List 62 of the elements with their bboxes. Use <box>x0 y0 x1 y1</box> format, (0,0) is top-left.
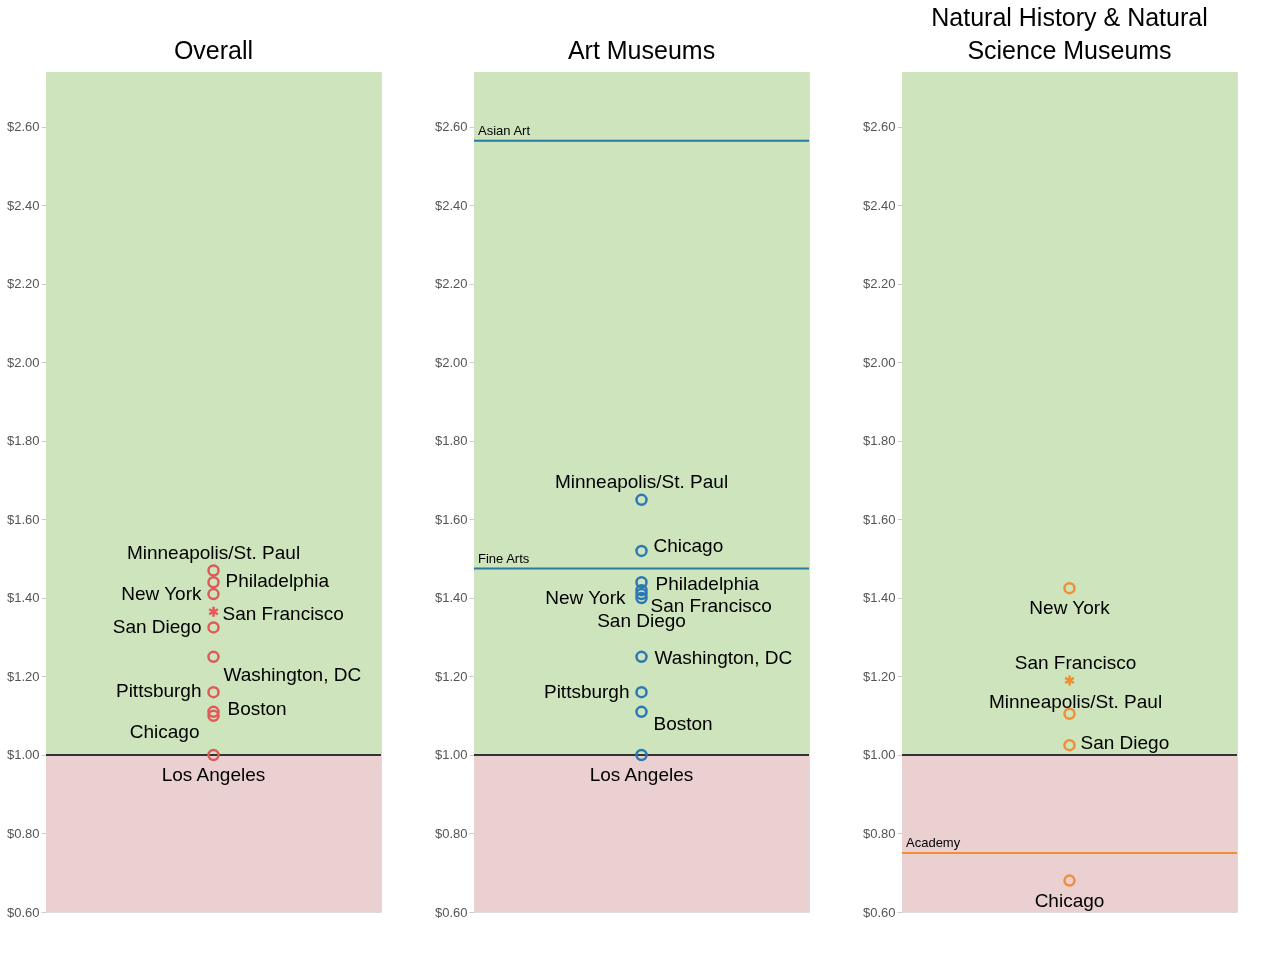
series-label: Minneapolis/St. Paul <box>988 690 1163 712</box>
y-tick-label: $1.00 <box>862 747 896 763</box>
series-label: Los Angeles <box>589 763 694 785</box>
series-label: Philadelphia <box>225 570 330 592</box>
series-label: San Diego <box>1080 732 1170 754</box>
y-tick-label: $2.40 <box>434 197 468 213</box>
y-tick-label: $1.40 <box>862 590 896 606</box>
series-label: New York <box>1029 597 1111 619</box>
series-label: Boston <box>653 712 713 734</box>
y-tick-label: $0.80 <box>862 826 896 841</box>
y-tick-label: $1.20 <box>434 668 468 684</box>
ref-line-label: Asian Art <box>478 122 531 138</box>
series-label: Boston <box>227 697 287 719</box>
y-tick-label: $2.00 <box>434 354 468 370</box>
y-tick-label: $2.20 <box>862 276 896 292</box>
y-tick-label: $2.00 <box>862 354 896 370</box>
series-label: Pittsburgh <box>115 680 202 702</box>
y-tick-label: $1.20 <box>862 668 896 684</box>
y-tick-label: $0.60 <box>6 904 40 920</box>
y-tick-label: $2.60 <box>862 119 896 135</box>
y-tick-label: $1.60 <box>862 511 896 527</box>
y-tick-label: $1.80 <box>434 433 468 449</box>
series-label: San Diego <box>112 616 202 638</box>
y-tick-label: $2.20 <box>6 276 40 292</box>
series-label: New York <box>545 587 626 609</box>
series-label: Chicago <box>1034 889 1105 911</box>
y-tick-label: $1.80 <box>862 433 896 449</box>
ref-line-label: Fine Arts <box>478 550 530 566</box>
y-tick-label: $0.80 <box>6 826 40 841</box>
y-tick-label: $1.00 <box>434 747 468 763</box>
chart-title: Natural History & Natural Science Museums <box>931 3 1208 64</box>
y-tick-label: $2.20 <box>434 276 468 292</box>
series-label: San Francisco <box>222 602 344 624</box>
series-label: Washington, DC <box>654 646 793 668</box>
y-tick-label: $2.60 <box>6 119 40 135</box>
y-tick-label: $1.60 <box>434 511 468 527</box>
y-tick-label: $2.00 <box>6 354 40 370</box>
series-label: Minneapolis/St. Paul <box>554 470 729 492</box>
y-tick-label: $2.60 <box>434 119 468 135</box>
series-label: Pittsburgh <box>543 681 630 703</box>
series-label: San Francisco <box>1014 652 1137 674</box>
y-tick-label: $1.60 <box>6 511 40 527</box>
y-tick-label: $1.40 <box>434 590 468 606</box>
series-label: New York <box>121 583 202 605</box>
series-label: Minneapolis/St. Paul <box>126 541 301 563</box>
series-label: Chicago <box>129 720 200 742</box>
y-tick-label: $1.00 <box>6 747 40 763</box>
ref-line-label: Academy <box>906 835 961 851</box>
y-tick-label: $0.60 <box>434 904 468 920</box>
chart-title: Art Museums <box>567 36 716 64</box>
series-label: Chicago <box>653 534 724 556</box>
y-tick-label: $2.40 <box>6 197 40 213</box>
series-label: Philadelphia <box>655 573 760 595</box>
chart-title: Overall <box>173 36 254 64</box>
y-tick-label: $0.80 <box>434 826 468 841</box>
y-tick-label: $2.40 <box>862 197 896 213</box>
y-tick-label: $0.60 <box>862 904 896 920</box>
y-tick-label: $1.20 <box>6 668 40 684</box>
series-label: Los Angeles <box>161 763 266 785</box>
series-label: Washington, DC <box>223 663 362 685</box>
y-tick-label: $1.80 <box>6 433 40 449</box>
y-tick-label: $1.40 <box>6 590 40 606</box>
